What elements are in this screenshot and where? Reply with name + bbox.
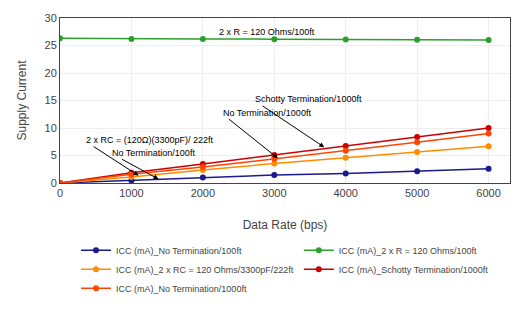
svg-text:2000: 2000 <box>191 187 215 199</box>
svg-text:20: 20 <box>45 67 57 79</box>
svg-text:10: 10 <box>45 122 57 134</box>
svg-text:ICC (mA)_2 x RC = 120 Ohms/330: ICC (mA)_2 x RC = 120 Ohms/3300pF/222ft <box>116 265 294 275</box>
svg-text:15: 15 <box>45 94 57 106</box>
svg-text:0: 0 <box>57 187 63 199</box>
svg-text:5000: 5000 <box>405 187 429 199</box>
svg-text:ICC (mA)_2 x R = 120 Ohms/100f: ICC (mA)_2 x R = 120 Ohms/100ft <box>339 246 477 256</box>
svg-text:ICC (mA)_No Termination/1000ft: ICC (mA)_No Termination/1000ft <box>116 284 247 294</box>
svg-text:3000: 3000 <box>262 187 286 199</box>
svg-text:30: 30 <box>45 12 57 24</box>
svg-text:2 x R = 120 Ohms/100ft: 2 x R = 120 Ohms/100ft <box>219 27 315 37</box>
svg-text:ICC (mA)_Schotty Termination/1: ICC (mA)_Schotty Termination/1000ft <box>339 265 488 275</box>
svg-text:No Termination/1000ft: No Termination/1000ft <box>223 108 311 118</box>
svg-text:25: 25 <box>45 39 57 51</box>
svg-text:Supply Current: Supply Current <box>15 60 29 141</box>
svg-text:2 x RC = (120Ω)(3300pF)/ 222ft: 2 x RC = (120Ω)(3300pF)/ 222ft <box>86 135 214 145</box>
svg-text:4000: 4000 <box>333 187 357 199</box>
svg-text:No Termination/100ft: No Termination/100ft <box>112 148 195 158</box>
svg-text:ICC (mA)_No Termination/100ft: ICC (mA)_No Termination/100ft <box>116 246 242 256</box>
svg-text:1000: 1000 <box>119 187 143 199</box>
svg-text:6000: 6000 <box>476 187 500 199</box>
svg-text:0: 0 <box>51 177 57 189</box>
svg-text:Data Rate (bps): Data Rate (bps) <box>243 218 328 232</box>
svg-text:5: 5 <box>51 149 57 161</box>
svg-text:Schotty Termination/1000ft: Schotty Termination/1000ft <box>255 94 362 104</box>
